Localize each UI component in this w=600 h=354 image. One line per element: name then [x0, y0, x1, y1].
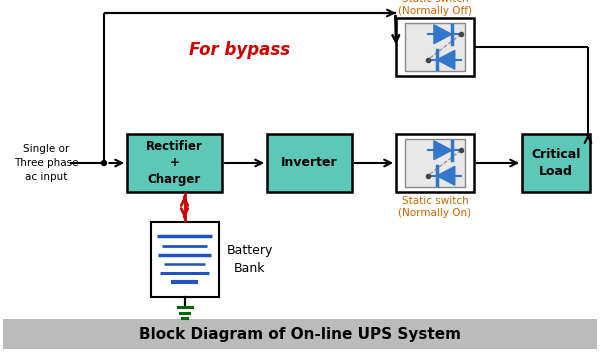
Polygon shape	[434, 25, 452, 44]
Text: Block Diagram of On-line UPS System: Block Diagram of On-line UPS System	[139, 326, 461, 342]
Text: Rectifier
+
Charger: Rectifier + Charger	[146, 139, 203, 187]
Bar	[267, 134, 352, 192]
Bar	[406, 23, 464, 72]
Text: Battery
Bank: Battery Bank	[227, 244, 273, 275]
Circle shape	[101, 160, 107, 166]
Polygon shape	[437, 50, 455, 69]
Text: Static switch
(Normally Off): Static switch (Normally Off)	[398, 0, 472, 16]
Polygon shape	[437, 166, 455, 185]
Text: Single or
Three phase
ac input: Single or Three phase ac input	[14, 144, 79, 182]
Text: Inverter: Inverter	[281, 156, 338, 170]
Bar	[522, 134, 590, 192]
Text: For bypass: For bypass	[190, 41, 290, 59]
Bar	[127, 134, 222, 192]
Bar	[3, 319, 597, 349]
Bar	[406, 139, 464, 187]
Bar	[151, 222, 218, 297]
Polygon shape	[434, 141, 452, 160]
Bar	[396, 18, 474, 76]
Bar	[396, 134, 474, 192]
Text: Static switch
(Normally On): Static switch (Normally On)	[398, 196, 472, 218]
Text: Critical
Load: Critical Load	[532, 148, 581, 178]
